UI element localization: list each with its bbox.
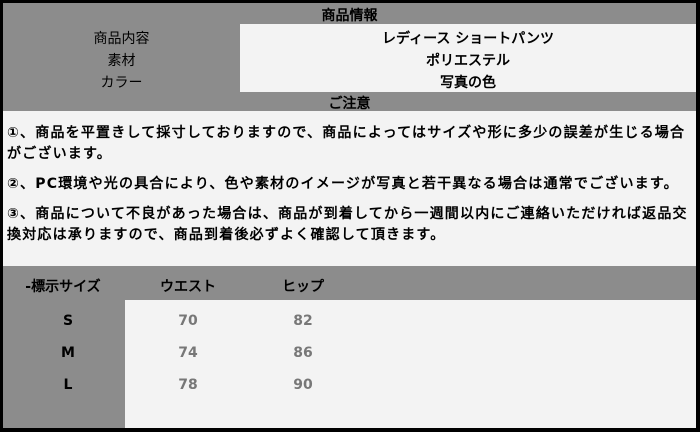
info-value: ポリエステル	[426, 53, 510, 69]
info-label: カラー	[100, 75, 143, 91]
notice-item: ③、商品について不良があった場合は、商品が到着してから一週間以内にご連絡いただけ…	[7, 206, 688, 243]
waist-cell: 74	[178, 345, 198, 361]
notice-item: ②、PC環境や光の具合により、色や素材のイメージが写真と若干異なる場合は通常でご…	[7, 176, 679, 192]
info-title: 商品情報	[321, 8, 378, 24]
info-value: 写真の色	[440, 75, 496, 91]
waist-cell: 78	[178, 377, 198, 393]
waist-cell: 70	[178, 313, 198, 329]
info-values-panel	[240, 24, 696, 92]
product-info-sheet: 商品情報 商品内容 レディース ショートパンツ 素材 ポリエステル カラー 写真…	[3, 3, 696, 428]
hip-cell: 86	[293, 345, 313, 361]
info-value: レディース ショートパンツ	[382, 31, 554, 47]
hip-cell: 90	[293, 377, 313, 393]
notice-title: ご注意	[328, 96, 371, 112]
size-values-panel	[125, 300, 696, 428]
waist-header: ウエスト	[160, 279, 216, 295]
info-label: 素材	[107, 53, 136, 69]
size-cell: M	[61, 345, 75, 361]
size-cell: L	[63, 377, 73, 393]
notice-item: ①、商品を平置きして採寸しておりますので、商品によってはサイズや形に多少の誤差が…	[7, 125, 686, 162]
hip-cell: 82	[293, 313, 313, 329]
size-header: -標示サイズ	[25, 279, 101, 295]
info-label: 商品内容	[93, 31, 150, 47]
size-cell: S	[62, 313, 74, 329]
hip-header: ヒップ	[282, 279, 324, 295]
notice-panel: ①、商品を平置きして採寸しておりますので、商品によってはサイズや形に多少の誤差が…	[3, 111, 696, 266]
